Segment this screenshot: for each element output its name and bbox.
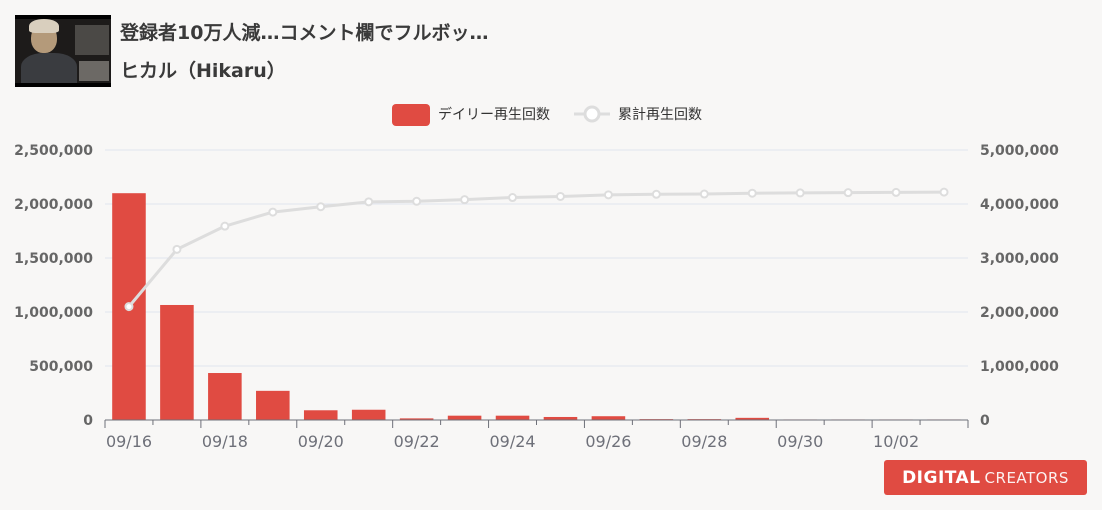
line-series bbox=[124, 187, 949, 312]
legend-line-marker bbox=[583, 105, 601, 123]
y-right-tick-label: 2,000,000 bbox=[980, 305, 1059, 321]
daily-views-bar bbox=[447, 415, 482, 420]
daily-views-bar bbox=[735, 417, 770, 420]
bar-series bbox=[112, 193, 961, 421]
y-left-tick-label: 1,000,000 bbox=[14, 305, 93, 321]
thumbnail-person-body bbox=[21, 53, 77, 87]
chart-legend: デイリー再生回数 累計再生回数 bbox=[392, 104, 702, 126]
cumulative-views-point bbox=[316, 202, 326, 212]
chart-grid bbox=[105, 149, 968, 367]
daily-views-bar bbox=[208, 373, 242, 420]
x-tick-label: 09/18 bbox=[202, 432, 248, 451]
daily-views-bar bbox=[303, 410, 338, 420]
daily-views-bar bbox=[160, 304, 194, 420]
legend-bar-swatch bbox=[392, 104, 430, 126]
y-left-tick-label: 2,500,000 bbox=[14, 143, 93, 159]
cumulative-views-point bbox=[268, 207, 278, 217]
daily-views-bar bbox=[543, 416, 578, 420]
cumulative-views-point bbox=[699, 189, 709, 199]
thumbnail-person-hair bbox=[29, 19, 59, 33]
cumulative-views-point bbox=[460, 195, 470, 205]
y-left-tick-label: 1,500,000 bbox=[14, 251, 93, 267]
x-tick-label: 09/24 bbox=[490, 432, 536, 451]
cumulative-views-point bbox=[220, 221, 230, 231]
x-tick-label: 09/28 bbox=[681, 432, 727, 451]
daily-views-bar bbox=[351, 409, 386, 420]
y-left-tick-label: 0 bbox=[83, 413, 93, 429]
cumulative-views-point bbox=[364, 197, 374, 207]
x-tick-label: 09/22 bbox=[394, 432, 440, 451]
daily-views-bar bbox=[591, 416, 626, 420]
x-tick-label: 09/20 bbox=[298, 432, 344, 451]
digital-creators-logo: DIGITAL CREATORS bbox=[884, 460, 1087, 495]
cumulative-views-point bbox=[412, 196, 422, 206]
x-tick-label: 09/30 bbox=[777, 432, 823, 451]
daily-views-bar bbox=[495, 415, 530, 420]
chart-axes: 0 0 500,000 1,000,000 1,000,000 2,000,000 1,50… bbox=[14, 143, 1059, 451]
cumulative-views-point bbox=[747, 188, 757, 198]
y-right-tick-label: 4,000,000 bbox=[980, 197, 1059, 213]
daily-views-bar bbox=[256, 390, 290, 420]
logo-text-bold: DIGITAL bbox=[902, 467, 981, 488]
x-tick-label: 09/26 bbox=[585, 432, 631, 451]
y-right-tick-label: 3,000,000 bbox=[980, 251, 1059, 267]
cumulative-views-point bbox=[603, 190, 613, 200]
x-tick-label: 10/02 bbox=[873, 432, 919, 451]
y-right-tick-label: 1,000,000 bbox=[980, 359, 1059, 375]
thumbnail-background bbox=[75, 25, 109, 55]
cumulative-views-point bbox=[555, 191, 565, 201]
cumulative-views-line bbox=[127, 190, 945, 308]
video-thumbnail[interactable] bbox=[15, 15, 111, 87]
y-left-tick-label: 2,000,000 bbox=[14, 197, 93, 213]
thumbnail-letterbox-bottom bbox=[15, 83, 111, 87]
legend-daily-label: デイリー再生回数 bbox=[438, 106, 550, 123]
daily-views-bar bbox=[399, 418, 434, 420]
cumulative-views-point bbox=[508, 193, 518, 203]
cumulative-views-point bbox=[172, 244, 182, 254]
cumulative-views-point bbox=[939, 187, 949, 197]
thumbnail-letterbox-top bbox=[15, 15, 111, 19]
logo-text-light: CREATORS bbox=[984, 468, 1069, 487]
cumulative-views-point bbox=[795, 188, 805, 198]
y-right-tick-label: 5,000,000 bbox=[980, 143, 1059, 159]
video-title[interactable]: 登録者10万人減…コメント欄でフルボッ… bbox=[120, 22, 489, 44]
x-tick-label: 09/16 bbox=[106, 432, 152, 451]
y-left-tick-label: 500,000 bbox=[29, 359, 93, 375]
cumulative-views-point bbox=[124, 302, 134, 312]
channel-name[interactable]: ヒカル（Hikaru） bbox=[120, 60, 286, 82]
legend-cumulative-label: 累計再生回数 bbox=[618, 107, 702, 123]
cumulative-views-point bbox=[891, 187, 901, 197]
cumulative-views-point bbox=[651, 189, 661, 199]
y-right-tick-label: 0 bbox=[980, 413, 990, 429]
cumulative-views-point bbox=[843, 188, 853, 198]
thumbnail-background-lower bbox=[79, 61, 109, 81]
